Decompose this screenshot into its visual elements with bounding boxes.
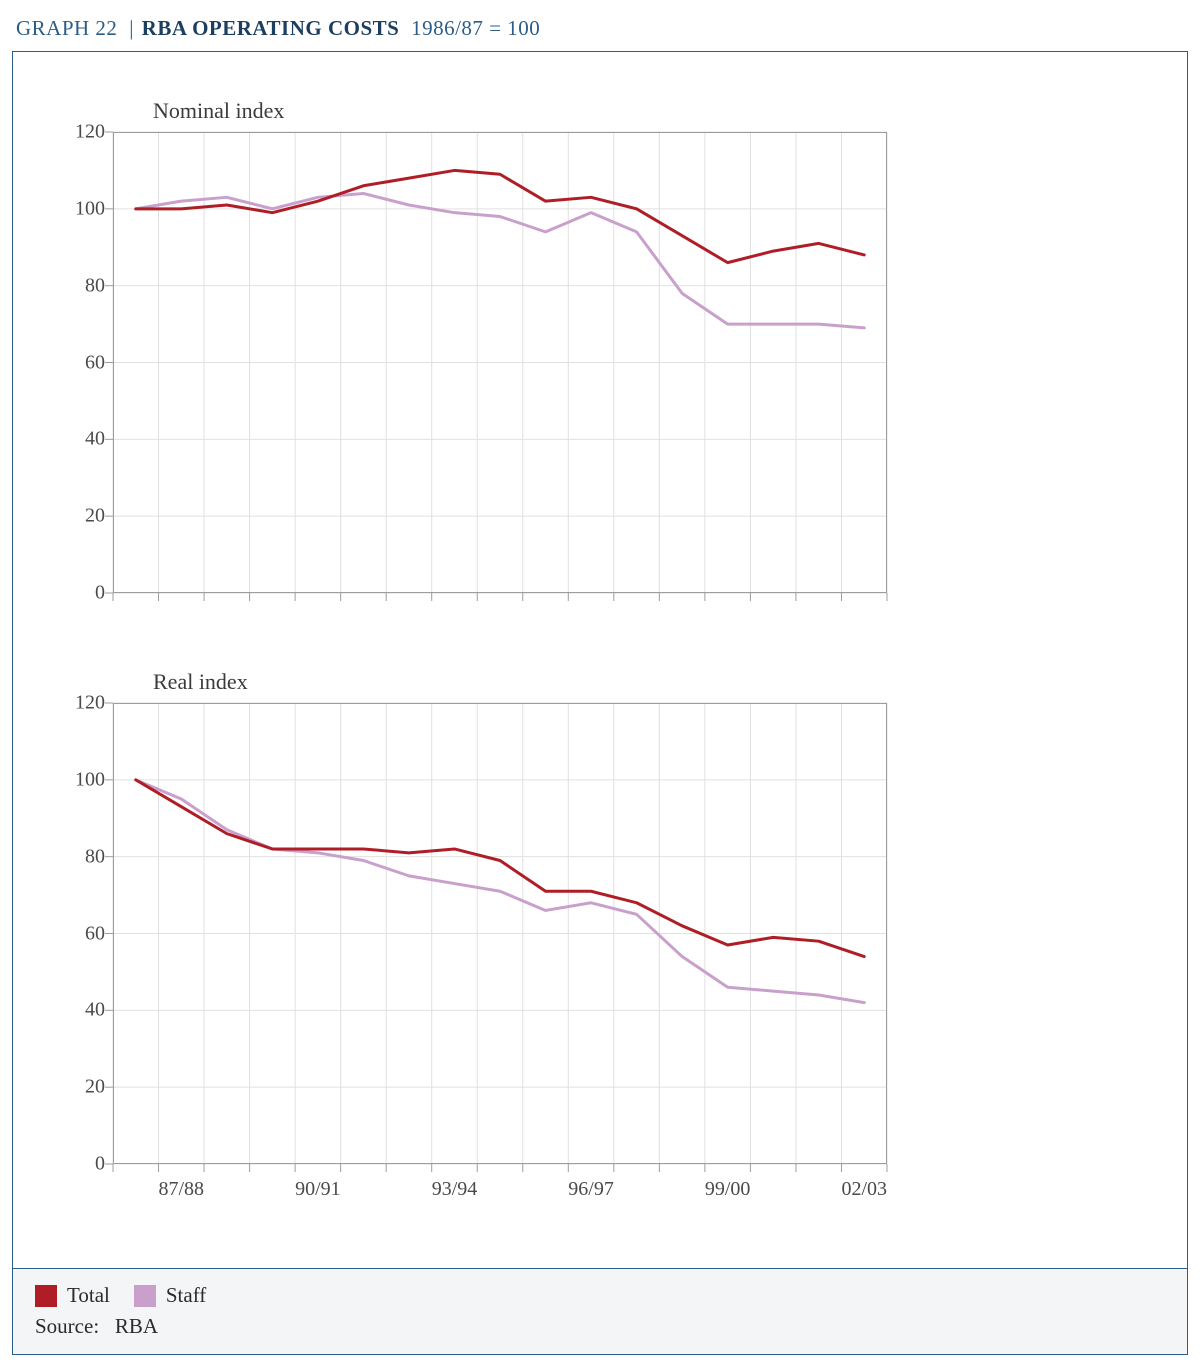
y-tick-label: 0 <box>95 1153 105 1176</box>
plot-panel <box>113 132 887 593</box>
y-tick-label: 80 <box>85 274 105 297</box>
x-axis: 87/88 90/91 93/94 96/97 99/00 02/03 <box>113 1178 887 1208</box>
y-tick-label: 0 <box>95 582 105 605</box>
legend-swatch <box>35 1285 57 1307</box>
y-tick-label: 120 <box>75 121 105 144</box>
series-line <box>136 780 864 957</box>
legend-item: Staff <box>134 1283 206 1308</box>
y-tick-label: 100 <box>75 197 105 220</box>
chart-svg <box>113 703 887 1164</box>
source-label: Source: <box>35 1314 99 1338</box>
y-tick-label: 100 <box>75 768 105 791</box>
y-tick-label: 20 <box>85 505 105 528</box>
source-row: Source: RBA <box>35 1314 1165 1339</box>
plot-panel <box>113 703 887 1164</box>
chart-svg <box>113 132 887 593</box>
header-separator: | <box>129 16 134 40</box>
panel-label: Real index <box>153 669 248 695</box>
chart-frame: Nominal index020406080100120Real index02… <box>12 51 1188 1355</box>
series-line <box>136 780 864 1003</box>
y-tick-label: 60 <box>85 351 105 374</box>
panel-label: Nominal index <box>153 98 284 124</box>
chart-title: RBA OPERATING COSTS <box>142 16 400 40</box>
x-tick-label: 93/94 <box>432 1178 478 1201</box>
legend-label: Staff <box>166 1283 206 1308</box>
legend-label: Total <box>67 1283 110 1308</box>
y-tick-label: 20 <box>85 1076 105 1099</box>
y-tick-label: 40 <box>85 428 105 451</box>
graph-number: GRAPH 22 <box>16 16 117 40</box>
y-tick-label: 120 <box>75 692 105 715</box>
chart-footer: Total Staff Source: RBA <box>13 1268 1187 1354</box>
chart-header: GRAPH 22 | RBA OPERATING COSTS 1986/87 =… <box>16 16 1188 41</box>
x-tick-label: 02/03 <box>841 1178 887 1201</box>
y-tick-label: 80 <box>85 845 105 868</box>
legend-item: Total <box>35 1283 110 1308</box>
legend: Total Staff <box>35 1283 1165 1308</box>
y-axis: 020406080100120 <box>53 703 105 1164</box>
x-tick-label: 96/97 <box>568 1178 614 1201</box>
chart-subtitle: 1986/87 = 100 <box>411 16 540 40</box>
series-line <box>136 193 864 327</box>
y-tick-label: 60 <box>85 922 105 945</box>
y-tick-label: 40 <box>85 999 105 1022</box>
x-tick-label: 90/91 <box>295 1178 341 1201</box>
legend-swatch <box>134 1285 156 1307</box>
source-value: RBA <box>115 1314 158 1338</box>
x-tick-label: 87/88 <box>159 1178 205 1201</box>
y-axis: 020406080100120 <box>53 132 105 593</box>
x-tick-label: 99/00 <box>705 1178 751 1201</box>
chart-area: Nominal index020406080100120Real index02… <box>53 92 887 1204</box>
